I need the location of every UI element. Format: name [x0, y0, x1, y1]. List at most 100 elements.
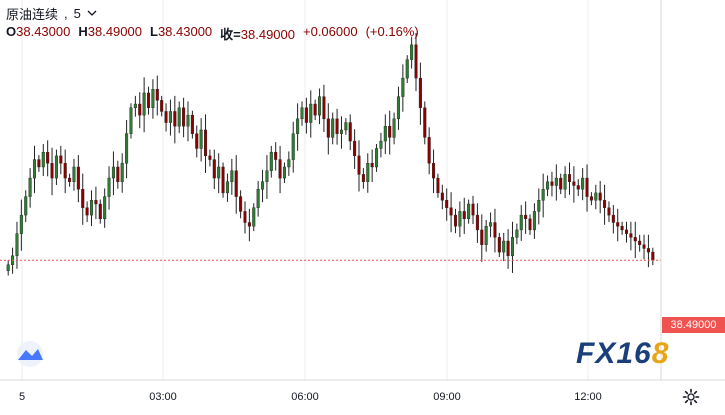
- candle-up: [396, 96, 400, 120]
- candle-up: [168, 111, 172, 123]
- candle-up: [107, 177, 111, 197]
- settings-gear-icon[interactable]: [682, 388, 700, 406]
- candle-down: [204, 129, 208, 157]
- candle-down: [453, 214, 457, 227]
- candle-up: [392, 118, 396, 138]
- candle-up: [375, 148, 379, 168]
- open-label: O: [6, 24, 17, 39]
- candle-up: [401, 77, 405, 97]
- x-tick-label: 5: [18, 391, 26, 403]
- candle-down: [98, 203, 102, 220]
- candle-down: [440, 192, 444, 201]
- candle-down: [234, 170, 238, 197]
- x-tick-label: 09:00: [433, 391, 461, 403]
- candle-up: [125, 133, 129, 164]
- candle-up: [502, 240, 506, 253]
- candle-down: [313, 103, 317, 116]
- candle-up: [546, 181, 550, 190]
- close-value: 38.49000: [240, 27, 295, 42]
- candle-down: [326, 118, 330, 138]
- tradingview-logo-icon[interactable]: [12, 340, 48, 368]
- candle-down: [85, 207, 89, 216]
- x-tick-label: 12:00: [574, 391, 602, 403]
- candle-down: [506, 240, 510, 257]
- watermark-fx: FX: [576, 337, 617, 370]
- candle-up: [405, 59, 409, 79]
- candle-down: [353, 140, 357, 157]
- candle-down: [116, 166, 120, 182]
- candle-down: [68, 177, 72, 182]
- chevron-down-icon[interactable]: [87, 8, 97, 18]
- candle-up: [339, 129, 343, 134]
- candle-up: [269, 151, 273, 171]
- candle-up: [89, 200, 94, 216]
- candle-up: [541, 188, 545, 201]
- candle-up: [24, 196, 28, 216]
- candle-down: [304, 107, 308, 123]
- candle-down: [445, 200, 449, 208]
- candle-up: [186, 114, 190, 127]
- candle-down: [274, 151, 278, 160]
- candle-up: [366, 163, 370, 182]
- candle-up: [563, 174, 567, 190]
- candle-down: [37, 159, 41, 168]
- candle-down: [559, 177, 563, 190]
- candle-up: [344, 122, 348, 131]
- watermark-eight: 8: [651, 337, 670, 370]
- candle-down: [212, 159, 216, 179]
- candle-down: [629, 233, 633, 238]
- candle-up: [318, 96, 322, 116]
- candle-down: [81, 188, 85, 208]
- change-percent: (+0.16%): [365, 24, 419, 39]
- candle-down: [524, 214, 528, 220]
- candle-down: [278, 159, 282, 179]
- candle-up: [15, 233, 19, 257]
- candle-up: [282, 166, 286, 179]
- high-value: 38.49000: [87, 24, 142, 39]
- interval-label[interactable]: 5: [73, 5, 81, 21]
- close-label: 收=: [220, 27, 241, 42]
- candle-up: [256, 188, 260, 208]
- candle-down: [418, 77, 422, 108]
- candle-down: [414, 44, 418, 79]
- candle-down: [646, 248, 650, 253]
- candle-down: [138, 103, 142, 116]
- candle-down: [63, 163, 67, 179]
- candle-down: [528, 218, 532, 231]
- candle-down: [572, 181, 576, 186]
- candle-down: [370, 163, 374, 168]
- candle-down: [76, 166, 80, 190]
- change-value: +0.06000: [303, 24, 358, 39]
- candle-up: [217, 166, 221, 179]
- candle-down: [190, 114, 194, 134]
- candle-down: [348, 122, 352, 142]
- candle-down: [155, 89, 159, 101]
- candle-up: [300, 107, 304, 120]
- candle-down: [335, 118, 339, 134]
- candle-up: [133, 103, 137, 108]
- candle-down: [616, 222, 620, 227]
- candle-down: [357, 155, 361, 175]
- candle-down: [497, 237, 501, 253]
- candle-up: [484, 226, 488, 245]
- candle-down: [221, 166, 225, 194]
- grid-lines: [21, 0, 589, 380]
- candle-up: [287, 159, 291, 168]
- symbol-name[interactable]: 原油连续: [6, 6, 59, 22]
- candle-down: [642, 244, 646, 249]
- candle-down: [449, 207, 453, 216]
- candle-down: [638, 240, 642, 245]
- candle-up: [296, 118, 300, 134]
- candle-down: [243, 211, 247, 223]
- candle-up: [594, 192, 598, 201]
- candle-down: [427, 137, 431, 164]
- low-label: L: [149, 24, 158, 39]
- candle-down: [322, 96, 326, 120]
- open-value: 38.43000: [16, 24, 71, 39]
- candle-down: [94, 200, 98, 205]
- low-value: 38.43000: [157, 24, 213, 39]
- candles-group: [6, 32, 655, 276]
- last-price-label: 38.49000: [662, 317, 725, 333]
- candle-down: [620, 226, 624, 231]
